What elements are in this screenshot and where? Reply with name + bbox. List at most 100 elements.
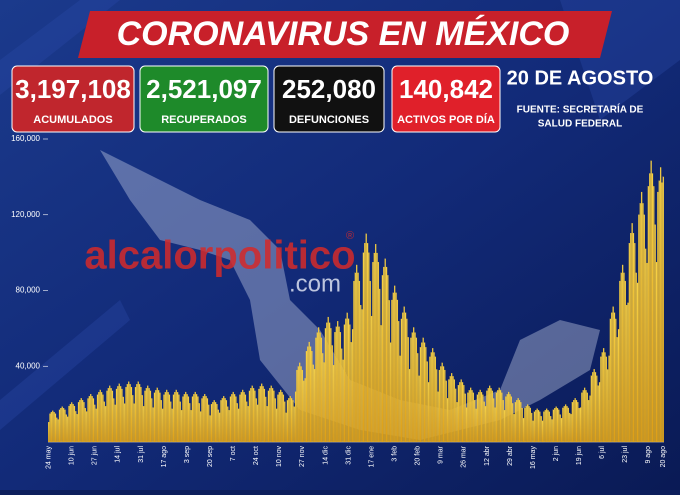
bar — [419, 347, 422, 443]
x-tick-label: 14 jul — [115, 446, 122, 463]
bar — [304, 378, 306, 443]
x-tick-label: 29 abr — [507, 445, 514, 466]
bar — [50, 411, 53, 443]
bar — [338, 326, 340, 443]
bar — [552, 409, 555, 443]
bar — [90, 393, 92, 443]
bar — [467, 392, 469, 443]
x-tick-label: 27 jun — [92, 446, 99, 465]
bar — [181, 410, 183, 443]
bar — [558, 409, 560, 443]
bar — [132, 395, 134, 443]
bar — [635, 272, 637, 443]
bar — [493, 398, 495, 443]
bar — [182, 396, 184, 443]
bar — [607, 369, 609, 443]
bar — [661, 182, 663, 443]
bar — [327, 316, 329, 443]
bar — [380, 325, 382, 443]
bar — [88, 396, 91, 443]
bar — [583, 387, 586, 443]
bar — [335, 326, 337, 443]
bar — [461, 382, 464, 443]
bar — [605, 356, 607, 443]
bar — [604, 352, 606, 443]
bar — [482, 394, 484, 443]
bar — [223, 396, 225, 443]
bar — [464, 393, 466, 443]
bar — [474, 400, 476, 443]
bar — [598, 382, 601, 443]
bar — [445, 380, 447, 443]
bar — [520, 402, 522, 443]
bar — [518, 400, 521, 443]
bar — [487, 388, 489, 443]
bar — [91, 396, 93, 443]
bar — [345, 318, 347, 443]
bar — [155, 390, 157, 443]
bar — [156, 387, 158, 443]
bar — [499, 390, 502, 443]
x-tick-label: 12 abr — [484, 445, 491, 466]
bar — [372, 261, 374, 443]
bar — [56, 417, 58, 443]
bar — [446, 398, 449, 443]
bar — [117, 386, 119, 443]
bar — [612, 306, 614, 443]
bar — [312, 364, 314, 443]
bar — [594, 372, 597, 443]
bar — [578, 408, 580, 443]
bar — [105, 406, 107, 443]
bar — [183, 394, 186, 443]
bar — [426, 361, 428, 443]
bar — [645, 248, 647, 443]
bar — [255, 398, 257, 443]
bar — [460, 379, 462, 443]
bar — [235, 396, 237, 443]
bar — [296, 369, 298, 443]
bar — [433, 352, 435, 443]
x-tick-label: 24 may — [46, 446, 53, 469]
bar — [407, 337, 409, 443]
bar — [227, 406, 229, 443]
bar — [256, 404, 259, 443]
bar — [383, 266, 385, 443]
bar — [479, 389, 481, 443]
bar — [303, 380, 305, 443]
bar — [341, 348, 343, 443]
bar — [179, 401, 181, 443]
bar — [149, 390, 152, 443]
bar — [145, 388, 148, 443]
bar — [282, 394, 285, 443]
bar — [392, 292, 394, 443]
date: 20 DE AGOSTO — [507, 67, 654, 89]
bar — [425, 347, 427, 443]
bar — [377, 261, 380, 443]
bar — [209, 415, 211, 443]
bar — [330, 328, 332, 443]
bar — [277, 394, 279, 443]
stat-value: 3,197,108 — [15, 74, 131, 104]
bar — [574, 398, 576, 443]
bar — [118, 383, 120, 443]
x-tick-label: 27 nov — [299, 446, 306, 468]
stat-box — [11, 65, 135, 133]
bar — [346, 312, 348, 443]
bar — [555, 406, 557, 443]
bar — [290, 398, 293, 443]
bar — [588, 400, 590, 443]
bar — [200, 411, 202, 443]
bar — [130, 386, 133, 443]
bar — [589, 395, 591, 443]
bar — [350, 342, 352, 443]
bar — [569, 412, 571, 443]
bar — [187, 396, 190, 443]
bar — [593, 368, 595, 443]
bar — [147, 385, 149, 443]
bar — [224, 398, 226, 443]
bar — [659, 167, 662, 443]
bar — [343, 324, 346, 443]
bar — [631, 223, 633, 443]
bar — [133, 403, 135, 443]
bar — [148, 388, 150, 443]
